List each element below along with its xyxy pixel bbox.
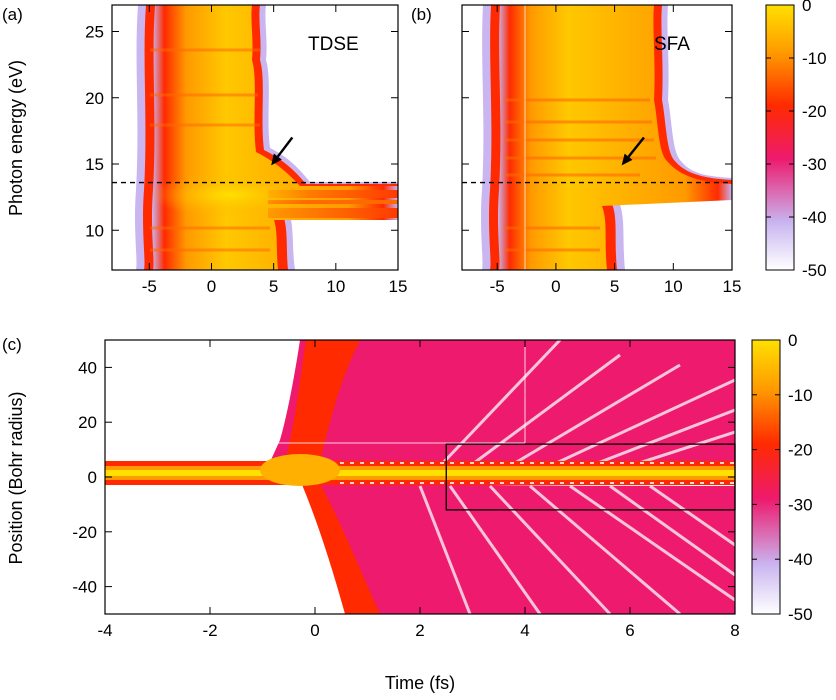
x-tick-label: -4 [97, 621, 112, 640]
panel-a-heatmap [112, 5, 398, 270]
colorbar-tick-label: -30 [802, 155, 827, 174]
panel-b-title: SFA [654, 34, 690, 55]
colorbar-top [765, 4, 795, 271]
panel-a-frame [111, 4, 399, 271]
y-tick-label: -40 [72, 578, 97, 597]
x-tick-label: 15 [389, 277, 408, 296]
panel-a-title: TDSE [308, 34, 359, 55]
y-tick-label: 40 [78, 358, 97, 377]
colorbar-tick-label: -40 [788, 550, 813, 569]
panel-c-heatmap [105, 340, 735, 614]
panel-b-heatmap [462, 5, 732, 270]
panel-c-xlabel: Time (fs) [385, 673, 455, 693]
panel-a-ylabel: Photon energy (eV) [6, 60, 26, 216]
x-tick-label: 10 [664, 277, 683, 296]
panel-a-label: (a) [2, 5, 23, 24]
x-tick-label: -5 [490, 277, 505, 296]
colorbar-tick-label: 0 [788, 331, 797, 350]
y-tick-label: 25 [85, 23, 104, 42]
panel-b-frame [461, 4, 733, 271]
x-tick-label: 0 [310, 621, 319, 640]
y-tick-label: 20 [78, 413, 97, 432]
colorbar-tick-label: -40 [802, 208, 827, 227]
x-tick-label: 4 [520, 621, 529, 640]
arrow-head [271, 153, 282, 166]
x-tick-label: 6 [625, 621, 634, 640]
colorbar-tick-label: -20 [802, 102, 827, 121]
arrow-shaft [627, 136, 645, 158]
panel-c-ylabel: Position (Bohr radius) [6, 391, 26, 564]
x-tick-label: 10 [326, 277, 345, 296]
y-tick-label: -20 [72, 523, 97, 542]
colorbar-bottom [751, 339, 781, 615]
y-tick-label: 20 [85, 89, 104, 108]
colorbar-tick-label: -10 [788, 386, 813, 405]
panel-b-label: (b) [411, 5, 432, 24]
panel-b-arrow [621, 136, 645, 166]
x-tick-label: 0 [207, 277, 216, 296]
x-tick-label: 15 [723, 277, 742, 296]
x-tick-label: -2 [202, 621, 217, 640]
arrow-shaft [276, 136, 294, 158]
x-tick-label: 5 [610, 277, 619, 296]
y-tick-label: 15 [85, 155, 104, 174]
colorbar-tick-label: -30 [788, 495, 813, 514]
x-tick-label: 5 [269, 277, 278, 296]
colorbar-tick-label: 0 [802, 0, 811, 15]
colorbar-tick-label: -50 [788, 605, 813, 624]
x-tick-label: -5 [142, 277, 157, 296]
panel-c-label: (c) [2, 335, 22, 354]
arrow-head [621, 153, 633, 166]
colorbar-tick-label: -50 [802, 261, 827, 280]
y-tick-label: 0 [88, 468, 97, 487]
y-tick-label: 10 [85, 221, 104, 240]
x-tick-label: 2 [415, 621, 424, 640]
x-tick-label: 8 [730, 621, 739, 640]
colorbar-tick-label: -10 [802, 49, 827, 68]
panel-a-arrow [271, 136, 294, 166]
x-tick-label: 0 [551, 277, 560, 296]
colorbar-tick-label: -20 [788, 441, 813, 460]
